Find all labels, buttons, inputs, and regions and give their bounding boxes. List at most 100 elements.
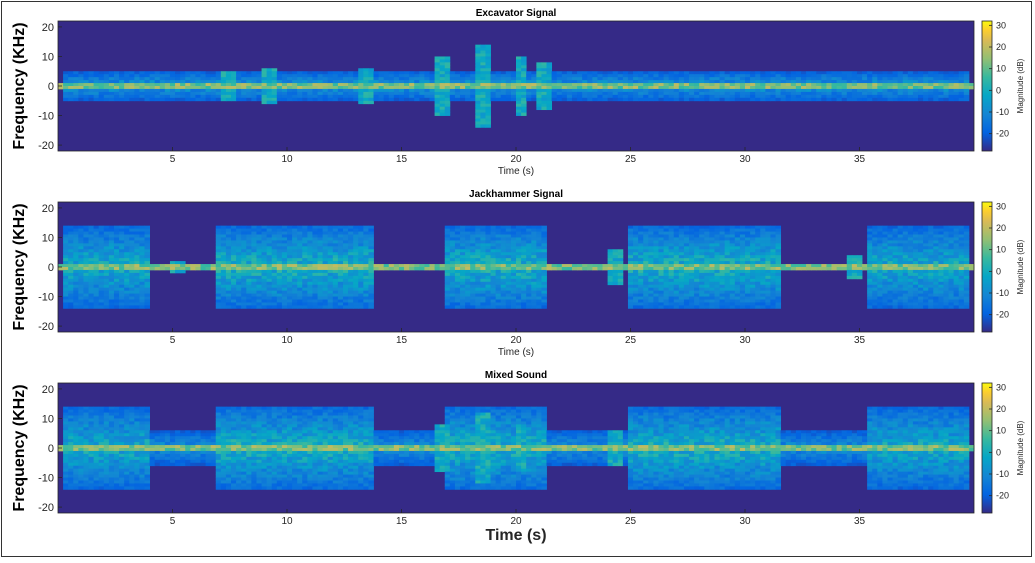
spectro-cell [318,246,323,249]
spectro-cell [292,92,297,95]
spectro-cell [679,302,684,305]
spectro-cell [796,92,801,95]
spectro-cell [526,95,531,98]
spectro-cell [302,302,307,305]
spectro-cell [516,86,521,89]
spectro-cell [475,89,480,92]
spectro-cell [664,258,669,261]
spectro-cell [104,71,109,74]
y-tick-label: -10 [38,111,54,123]
spectro-cell [124,235,129,238]
spectro-cell [394,71,399,74]
spectro-cell [348,71,353,74]
spectro-cell [689,71,694,74]
spectro-cell [465,279,470,282]
spectro-cell [297,237,302,240]
spectro-cell [745,276,750,279]
spectro-cell [455,294,460,297]
spectro-cell [882,258,887,261]
spectro-cell [114,235,119,238]
spectro-cell [323,255,328,258]
spectro-cell [470,249,475,252]
spectro-cell [216,279,221,282]
spectro-cell [740,255,745,258]
spectro-cell [776,276,781,279]
spectro-cell [552,83,557,86]
spectro-cell [343,71,348,74]
spectro-cell [608,74,613,77]
spectro-cell [83,279,88,282]
spectro-cell [740,71,745,74]
spectro-cell [882,305,887,308]
spectro-cell [516,83,521,86]
spectro-cell [618,279,623,282]
spectro-cell [180,264,185,267]
spectro-cell [516,279,521,282]
spectro-cell [170,74,175,77]
spectro-cell [521,270,526,273]
spectro-cell [267,302,272,305]
spectro-cell [704,92,709,95]
spectro-cell [704,86,709,89]
spectro-cell [480,276,485,279]
spectro-cell [664,305,669,308]
spectro-cell [893,74,898,77]
spectro-cell [603,95,608,98]
spectro-cell [664,92,669,95]
spectro-cell [109,83,114,86]
spectro-cell [704,297,709,300]
spectro-cell [521,264,526,267]
spectro-cell [872,92,877,95]
spectro-cell [618,255,623,258]
spectro-cell [160,86,165,89]
spectro-cell [882,232,887,235]
spectro-cell [145,77,150,80]
spectro-cell [358,68,363,71]
spectro-cell [689,83,694,86]
spectro-cell [521,89,526,92]
spectro-cell [363,252,368,255]
spectro-cell [791,83,796,86]
spectro-cell [516,243,521,246]
spectro-cell [603,74,608,77]
spectro-cell [139,258,144,261]
spectro-cell [536,62,541,65]
spectro-cell [124,77,129,80]
spectro-cell [852,80,857,83]
spectro-cell [643,255,648,258]
spectro-cell [872,294,877,297]
spectro-cell [231,237,236,240]
spectro-cell [806,71,811,74]
spectro-cell [730,300,735,303]
spectro-cell [134,279,139,282]
spectro-cell [394,267,399,270]
spectro-cell [760,229,765,232]
spectro-cell [368,300,373,303]
spectro-cell [516,300,521,303]
spectro-cell [114,246,119,249]
spectro-cell [541,243,546,246]
spectro-cell [903,89,908,92]
spectro-cell [648,249,653,252]
spectro-cell [867,279,872,282]
spectro-cell [745,83,750,86]
spectro-cell [694,77,699,80]
spectro-cell [791,267,796,270]
spectro-cell [358,249,363,252]
spectro-cell [714,294,719,297]
spectro-cell [465,95,470,98]
spectro-cell [694,288,699,291]
spectro-cell [292,229,297,232]
spectro-cell [262,95,267,98]
spectro-cell [282,71,287,74]
spectro-cell [760,276,765,279]
spectro-cell [536,71,541,74]
spectro-cell [251,291,256,294]
spectro-cell [114,305,119,308]
spectro-cell [679,288,684,291]
spectro-cell [226,95,231,98]
spectro-cell [368,279,373,282]
spectro-cell [262,246,267,249]
spectro-cell [394,83,399,86]
spectro-cell [277,83,282,86]
